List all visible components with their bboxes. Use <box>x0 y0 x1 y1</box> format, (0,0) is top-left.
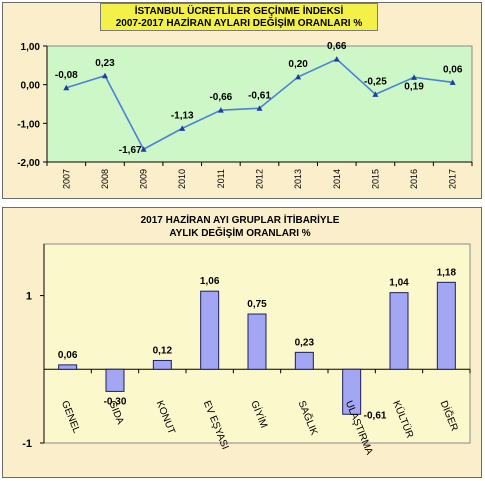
line-point-marker <box>295 73 302 80</box>
bar-data-label: -0,61 <box>364 410 387 421</box>
line-data-label: 0,23 <box>95 58 115 69</box>
line-x-tick-label: 2017 <box>448 169 458 189</box>
line-x-tick-label: 2011 <box>216 169 226 188</box>
line-x-tick-label: 2014 <box>332 169 342 189</box>
bar-mark <box>342 368 362 415</box>
bar-y-tick-label: 1 <box>26 291 32 303</box>
line-data-label: -1,67 <box>119 145 142 156</box>
line-y-tick-label: -2,00 <box>17 158 40 169</box>
bar-mark <box>200 290 220 370</box>
line-y-tick-label: 1,00 <box>21 42 41 53</box>
bar-data-label: 1,04 <box>389 278 409 289</box>
line-data-label: 0,19 <box>404 81 424 92</box>
line-x-tick-label: 2008 <box>100 169 110 189</box>
line-data-label: -0,66 <box>209 92 232 103</box>
line-point-marker <box>372 91 379 97</box>
bar-data-label: 0,12 <box>153 345 173 356</box>
bar-mark <box>105 368 125 392</box>
line-chart-title-line1: İSTANBUL ÜCRETLİLER GEÇİNME İNDEKSİ <box>134 6 344 17</box>
bar-data-label: 1,06 <box>200 276 220 287</box>
line-data-label: -0,61 <box>248 90 271 101</box>
line-y-tick-label: -1,00 <box>17 119 40 130</box>
line-data-label: -1,13 <box>171 110 194 121</box>
line-x-tick-label: 2013 <box>293 169 303 189</box>
bar-data-label: 1,18 <box>437 267 457 278</box>
bar-data-label: 0,23 <box>295 337 315 348</box>
line-x-tick-label: 2012 <box>255 169 265 189</box>
line-point-marker <box>449 79 456 85</box>
bar-chart-title: 2017 HAZİRAN AYI GRUPLAR İTİBARİYLE <box>140 215 340 226</box>
line-point-marker <box>411 74 418 80</box>
line-data-label: -0,25 <box>364 76 387 87</box>
line-point-marker <box>217 107 224 113</box>
line-x-tick-label: 2016 <box>409 169 419 189</box>
bar-data-label: 0,06 <box>58 350 78 361</box>
line-data-label: -0,08 <box>55 70 78 81</box>
line-chart-title: İSTANBUL ÜCRETLİLER GEÇİNME İNDEKSİ 2007… <box>100 3 378 31</box>
line-y-tick-label: 0,00 <box>21 81 41 92</box>
line-point-marker <box>179 125 186 131</box>
line-data-label: 0,20 <box>288 59 308 70</box>
line-point-marker <box>140 146 147 152</box>
line-x-tick-label: 2007 <box>61 169 71 189</box>
bar-mark <box>389 292 409 370</box>
bar-mark <box>58 364 78 370</box>
bar-mark <box>152 359 172 370</box>
bar-y-tick-label: -1 <box>22 438 32 450</box>
bar-data-label: -0,30 <box>104 396 127 407</box>
line-point-marker <box>101 72 108 79</box>
line-chart-title-line2: 2007-2017 HAZİRAN AYLARI DEĞİŞİM ORANLAR… <box>115 18 363 29</box>
line-x-tick-label: 2015 <box>370 169 380 189</box>
line-x-tick-label: 2010 <box>177 169 187 189</box>
bar-chart-subtitle: AYLIK DEĞİŞİM ORANLARI % <box>169 228 311 239</box>
line-point-marker <box>256 105 263 111</box>
line-point-marker <box>333 56 340 62</box>
bar-data-label: 0,75 <box>247 299 267 310</box>
line-data-label: 0,06 <box>443 64 463 75</box>
bar-mark <box>247 313 267 370</box>
line-x-tick-label: 2009 <box>139 169 149 189</box>
line-point-marker <box>63 84 70 91</box>
bar-mark <box>294 351 314 370</box>
line-data-label: 0,66 <box>327 41 347 52</box>
bar-mark <box>436 281 456 370</box>
